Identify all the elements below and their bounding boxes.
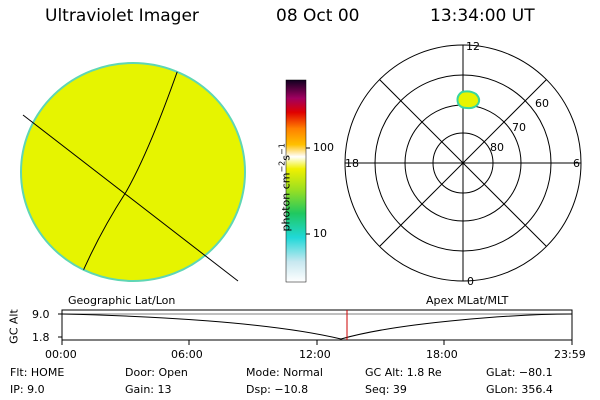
colorbar-unit-text: photon cm xyxy=(279,172,293,232)
earth-disk xyxy=(20,62,246,282)
info-glon: GLon: 356.4 xyxy=(486,383,553,396)
info-ip: IP: 9.0 xyxy=(10,383,45,396)
mlat-label-70: 70 xyxy=(512,121,526,134)
apex-label: Apex MLat/MLT xyxy=(426,294,509,307)
earth-meridian-line xyxy=(74,63,182,281)
xtick-label-0000: 00:00 xyxy=(45,348,77,361)
colorbar-unit-s: s xyxy=(279,154,293,161)
info-gc-alt: GC Alt: 1.8 Re xyxy=(365,366,442,379)
instrument-title: Ultraviolet Imager xyxy=(45,6,199,26)
info-door: Door: Open xyxy=(125,366,188,379)
mlt-label-18: 18 xyxy=(345,157,359,170)
altitude-curve xyxy=(61,313,573,340)
polar-diagonal-line xyxy=(379,79,547,247)
xtick-label-1800: 18:00 xyxy=(426,348,458,361)
colorbar-tick-label-100: 100 xyxy=(313,141,334,154)
earth-latitude-line xyxy=(22,114,239,282)
ytick-label-1.8: 1.8 xyxy=(32,331,50,344)
colorbar-unit-exp1: −2 xyxy=(277,160,287,173)
auroral-emission-blob xyxy=(456,90,481,110)
mlat-label-60: 60 xyxy=(535,97,549,110)
timeline-frame xyxy=(61,309,573,341)
info-mode: Mode: Normal xyxy=(246,366,323,379)
xtick-label-1200: 12:00 xyxy=(299,348,331,361)
geographic-label: Geographic Lat/Lon xyxy=(68,294,176,307)
colorbar-unit-exp2: −1 xyxy=(277,143,287,155)
mlat-label-80: 80 xyxy=(490,141,504,154)
info-glat: GLat: −80.1 xyxy=(486,366,553,379)
polar-grid xyxy=(344,44,582,282)
mlt-label-6: 6 xyxy=(573,157,580,170)
color-bar xyxy=(285,79,307,283)
mlt-label-12: 12 xyxy=(466,40,480,53)
mlt-label-0: 0 xyxy=(467,275,474,288)
info-dsp: Dsp: −10.8 xyxy=(246,383,309,396)
colorbar-unit-label: photon cm−2s−1 xyxy=(278,132,293,242)
info-flt: Flt: HOME xyxy=(10,366,65,379)
xtick-label-2359: 23:59 xyxy=(554,348,586,361)
gc-alt-axis-label: GC Alt xyxy=(7,309,21,344)
observation-time: 13:34:00 UT xyxy=(430,6,535,26)
info-gain: Gain: 13 xyxy=(125,383,172,396)
info-seq: Seq: 39 xyxy=(365,383,407,396)
colorbar-tick-label-10: 10 xyxy=(313,227,327,240)
xtick-label-0600: 06:00 xyxy=(171,348,203,361)
observation-date: 08 Oct 00 xyxy=(276,6,360,26)
ytick-label-9: 9.0 xyxy=(32,308,50,321)
